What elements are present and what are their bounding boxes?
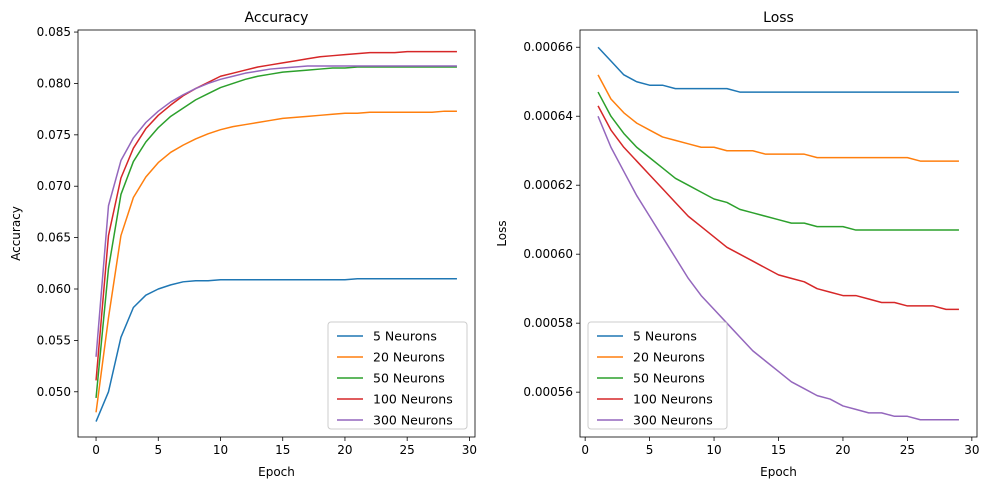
loss-xtick-label: 25 — [900, 443, 915, 457]
loss-xtick-label: 10 — [706, 443, 721, 457]
accuracy-xtick-label: 10 — [213, 443, 228, 457]
loss-legend-box — [587, 321, 728, 430]
loss-ytick-label: 0.00060 — [523, 247, 573, 261]
accuracy-ytick-label: 0.050 — [37, 385, 71, 399]
accuracy-ytick-label: 0.080 — [37, 76, 71, 90]
accuracy-xtick-label: 5 — [154, 443, 162, 457]
accuracy-axes-frame — [77, 29, 476, 438]
loss-series-line-5-neurons — [597, 46, 959, 93]
loss-yaxis-label: Loss — [495, 220, 509, 246]
loss-xtick-label: 5 — [646, 443, 654, 457]
loss-legend-label: 300 Neurons — [633, 413, 713, 428]
accuracy-legend-label: 5 Neurons — [373, 329, 437, 344]
loss-legend-label: 5 Neurons — [633, 329, 697, 344]
accuracy-series-line-20-neurons — [95, 110, 457, 413]
accuracy-panel: Accuracy 0 5 10 15 20 25 30 0.050 0.055 0.060 0.065… — [9, 10, 477, 479]
accuracy-series-line-5-neurons — [95, 277, 457, 422]
accuracy-yaxis-label: Accuracy — [9, 206, 23, 261]
accuracy-ytick-label: 0.085 — [37, 25, 71, 39]
loss-legend-label: 20 Neurons — [633, 350, 705, 365]
loss-series-line-20-neurons — [597, 74, 959, 162]
loss-ytick-label: 0.00062 — [523, 178, 573, 192]
accuracy-legend-label: 100 Neurons — [373, 392, 453, 407]
loss-series-line-300-neurons — [597, 115, 959, 421]
loss-ytick-label: 0.00066 — [523, 40, 573, 54]
accuracy-series-line-50-neurons — [95, 66, 457, 399]
loss-series-line-50-neurons — [597, 91, 959, 231]
loss-title: Loss — [763, 10, 794, 26]
loss-xtick-label: 0 — [581, 443, 589, 457]
accuracy-xaxis-label: Epoch — [258, 465, 295, 479]
accuracy-xtick-label: 25 — [400, 443, 415, 457]
accuracy-xtick-label: 20 — [337, 443, 352, 457]
loss-series-line-100-neurons — [597, 105, 959, 311]
loss-ytick-label: 0.00064 — [523, 109, 573, 123]
accuracy-ytick-label: 0.060 — [37, 282, 71, 296]
loss-xtick-label: 30 — [964, 443, 979, 457]
loss-legend: 5 Neurons 20 Neurons 50 Neurons 100 Neurons… — [587, 321, 728, 430]
accuracy-legend-label: 50 Neurons — [373, 371, 445, 386]
accuracy-xtick-label: 0 — [92, 443, 100, 457]
accuracy-series-line-100-neurons — [95, 50, 457, 381]
loss-xtick-label: 20 — [835, 443, 850, 457]
loss-legend-label: 50 Neurons — [633, 371, 705, 386]
loss-xtick-label: 15 — [771, 443, 786, 457]
loss-xaxis-label: Epoch — [760, 465, 797, 479]
accuracy-legend: 5 Neurons 20 Neurons 50 Neurons 100 Neurons… — [327, 321, 468, 430]
accuracy-ytick-label: 0.065 — [37, 231, 71, 245]
accuracy-title: Accuracy — [245, 10, 309, 26]
accuracy-legend-label: 300 Neurons — [373, 413, 453, 428]
accuracy-legend-box — [327, 321, 468, 430]
accuracy-xtick-label: 30 — [462, 443, 477, 457]
accuracy-ytick-label: 0.075 — [37, 128, 71, 142]
loss-ytick-label: 0.00058 — [523, 316, 573, 330]
loss-legend-label: 100 Neurons — [633, 392, 713, 407]
accuracy-series-line-300-neurons — [95, 65, 457, 357]
accuracy-xtick-label: 15 — [275, 443, 290, 457]
loss-ytick-label: 0.00056 — [523, 385, 573, 399]
accuracy-ytick-label: 0.070 — [37, 179, 71, 193]
accuracy-legend-label: 20 Neurons — [373, 350, 445, 365]
loss-panel: Loss 0 5 10 15 20 25 30 0.00056 0.00058 0.00060 0.0… — [495, 10, 979, 479]
accuracy-ytick-label: 0.055 — [37, 333, 71, 347]
